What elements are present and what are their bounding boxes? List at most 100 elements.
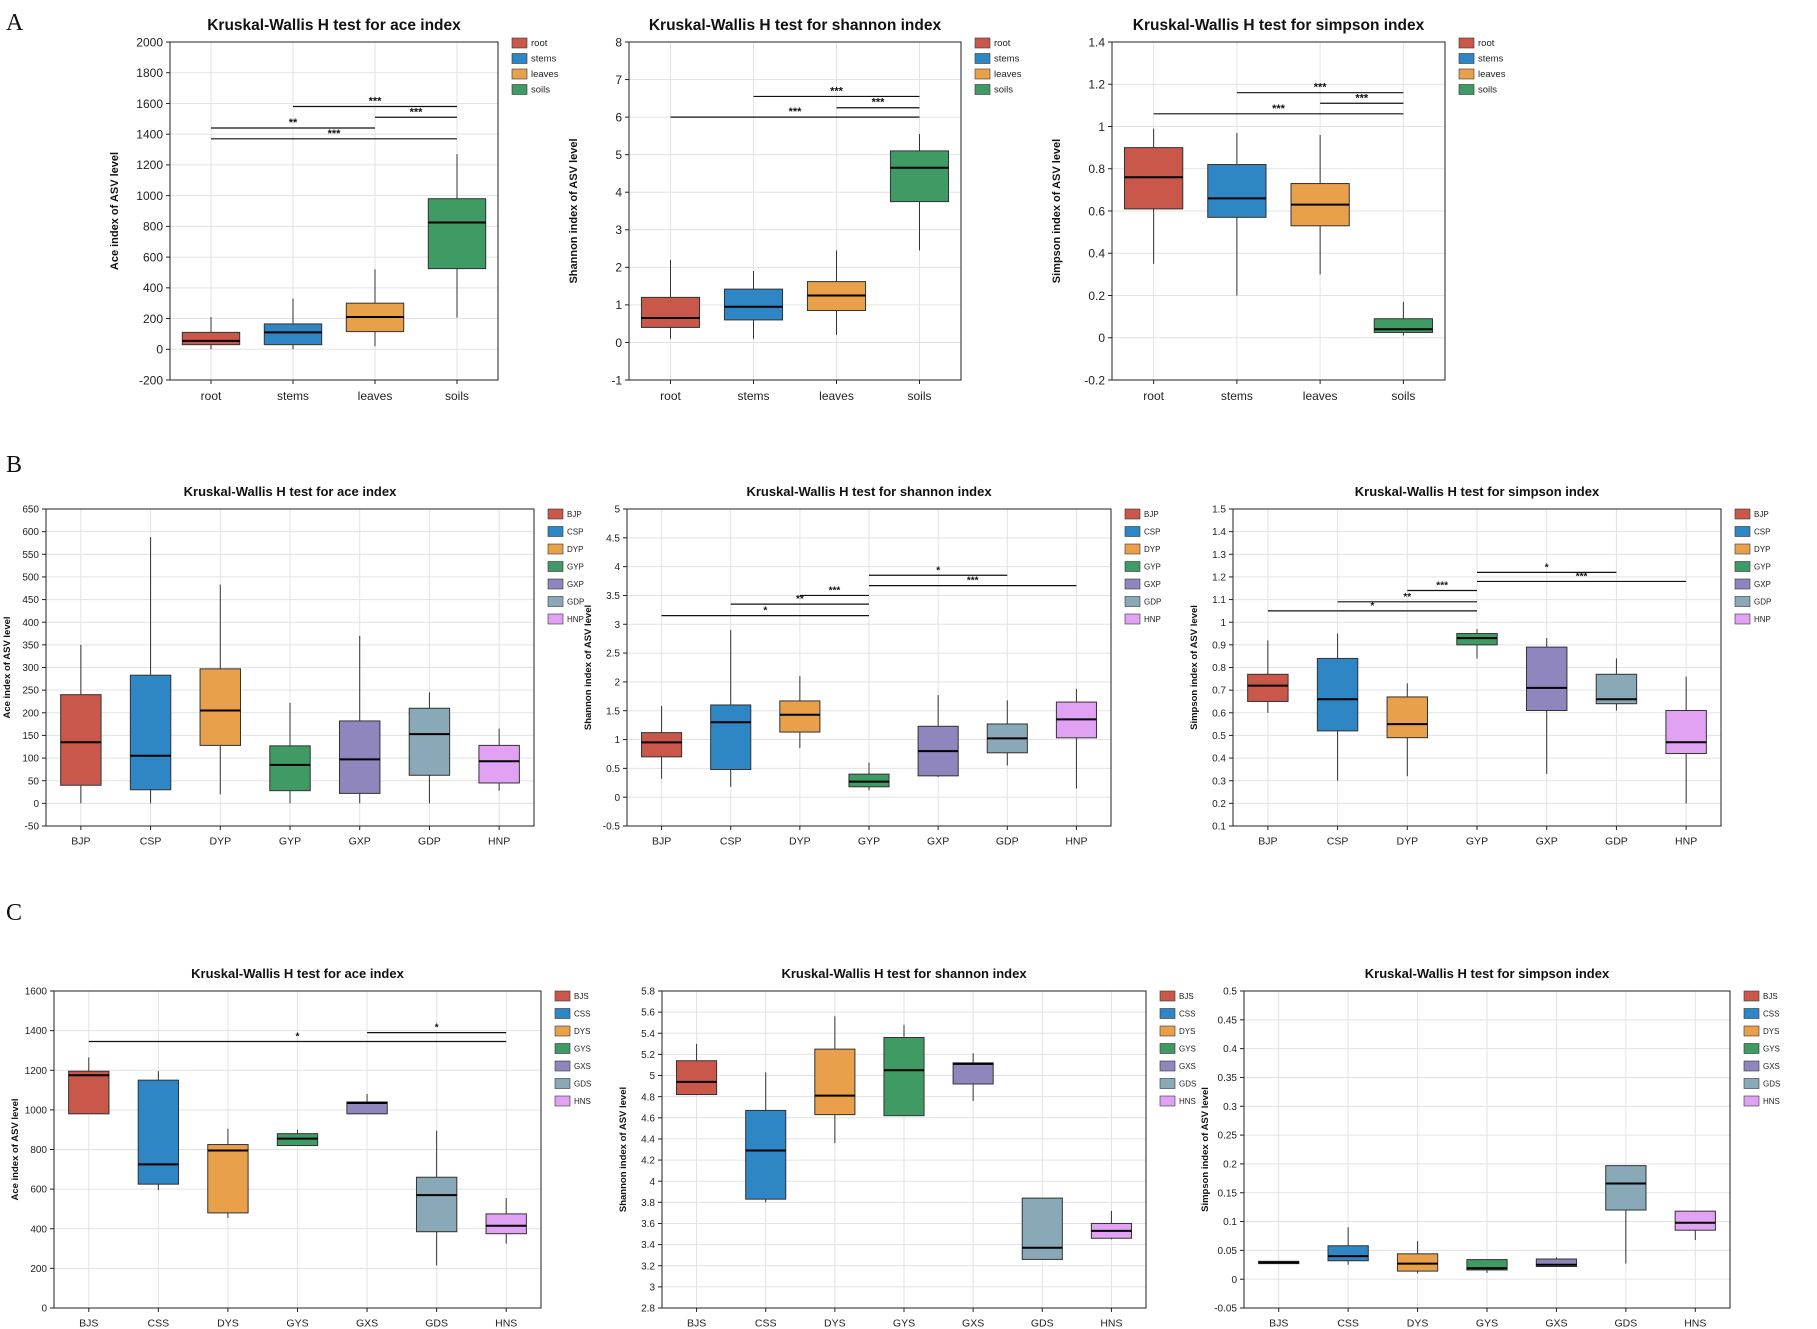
- y-tick-label: 5.8: [641, 987, 655, 998]
- x-tick-label-leaves: leaves: [358, 389, 393, 403]
- box-leaves: [1290, 134, 1350, 275]
- legend-item-csp: CSP: [1734, 526, 1770, 537]
- y-tick-label: 1: [615, 298, 622, 312]
- legend-item-stems: stems: [1458, 53, 1504, 65]
- x-tick-label-css: CSS: [755, 1318, 777, 1329]
- box-iqr: [478, 744, 520, 784]
- y-tick-label: -0.05: [1214, 1304, 1237, 1315]
- legend-swatch: [1734, 543, 1751, 555]
- bracket-label: ***: [872, 97, 886, 109]
- y-tick-label: 1.1: [1212, 595, 1226, 606]
- box-iqr: [1247, 673, 1289, 702]
- legend-label: HNS: [1763, 1097, 1780, 1106]
- x-tick-label-root: root: [660, 389, 681, 403]
- legend-label: BJS: [1179, 992, 1194, 1001]
- legend-swatch: [1734, 526, 1751, 537]
- chart-title: Kruskal-Wallis H test for ace index: [184, 484, 397, 499]
- x-tick-label-gxs: GXS: [356, 1318, 378, 1329]
- y-tick-label: 0.5: [1223, 987, 1237, 998]
- box-iqr: [1396, 1253, 1439, 1272]
- x-tick-label-csp: CSP: [140, 836, 162, 848]
- box-iqr: [641, 732, 683, 758]
- box-iqr: [889, 150, 950, 203]
- legend-swatch: [547, 561, 564, 572]
- y-tick-label: 500: [22, 573, 39, 584]
- legend-label: GDS: [574, 1080, 591, 1089]
- significance-bracket: **: [211, 117, 375, 129]
- box-stems: [263, 298, 323, 350]
- legend-item-bjp: BJP: [547, 508, 582, 520]
- y-tick-label: 3.5: [606, 591, 620, 602]
- y-axis-label: Shannon index of ASV level: [568, 138, 580, 283]
- legend-swatch: [554, 1025, 571, 1037]
- box-iqr: [427, 198, 487, 270]
- legend-item-dyp: DYP: [1734, 543, 1770, 555]
- significance-bracket: ***: [1477, 571, 1687, 582]
- legend-item-dys: DYS: [1743, 1025, 1779, 1037]
- bracket-label: ***: [829, 585, 841, 596]
- y-tick-label: 1.2: [1212, 573, 1226, 584]
- significance-bracket: ***: [753, 85, 920, 97]
- y-tick-label: 0: [1231, 1275, 1237, 1286]
- legend-label: GXP: [1754, 580, 1771, 589]
- box-gds: [415, 1130, 458, 1266]
- legend-label: HNS: [574, 1097, 591, 1106]
- box-csp: [129, 537, 172, 804]
- x-tick-label-hns: HNS: [1100, 1318, 1122, 1329]
- bracket-label: ***: [1272, 103, 1286, 115]
- chart-title: Kruskal-Wallis H test for ace index: [191, 966, 404, 981]
- legend-item-soils: soils: [511, 84, 550, 96]
- y-tick-label: 0: [614, 793, 620, 804]
- y-tick-label: -50: [25, 822, 40, 833]
- box-gys: [276, 1129, 319, 1147]
- bracket-label: ***: [967, 576, 979, 587]
- x-tick-label-gys: GYS: [286, 1318, 308, 1329]
- y-tick-label: 100: [22, 754, 39, 765]
- box-iqr: [1525, 646, 1568, 712]
- y-tick-label: 0.2: [1223, 1160, 1237, 1171]
- legend-item-dyp: DYP: [1124, 543, 1160, 555]
- legend-label: stems: [1478, 54, 1504, 65]
- y-tick-label: 450: [22, 595, 39, 606]
- y-tick-label: 2: [615, 261, 622, 275]
- y-tick-label: 6: [615, 110, 622, 124]
- legend-swatch: [1159, 1095, 1176, 1107]
- y-tick-label: 5.6: [641, 1008, 655, 1019]
- significance-bracket: ***: [1236, 82, 1404, 94]
- bracket-label: *: [763, 606, 767, 617]
- y-tick-label: -200: [139, 373, 163, 387]
- legend-label: GXP: [567, 580, 584, 589]
- legend-swatch: [1159, 1043, 1176, 1054]
- x-tick-label-leaves: leaves: [819, 389, 854, 403]
- legend-swatch: [547, 508, 564, 520]
- legend-item-gys: GYS: [1159, 1043, 1196, 1054]
- box-root: [181, 317, 241, 350]
- legend-swatch: [1159, 1008, 1176, 1019]
- box-leaves: [806, 250, 867, 335]
- legend-item-leaves: leaves: [511, 68, 559, 80]
- y-tick-label: 0.5: [606, 764, 620, 775]
- legend-label: CSS: [1763, 1010, 1779, 1019]
- bracket-label: *: [296, 1032, 300, 1043]
- legend-item-soils: soils: [974, 84, 1013, 96]
- y-tick-label: 600: [22, 527, 39, 538]
- legend-swatch: [1734, 508, 1751, 520]
- x-tick-label-soils: soils: [445, 389, 469, 403]
- y-tick-label: 3: [649, 1282, 655, 1293]
- box-dys: [814, 1016, 856, 1144]
- y-tick-label: 1000: [25, 1105, 48, 1116]
- x-tick-label-gyp: GYP: [1466, 836, 1488, 848]
- y-tick-label: 0.8: [1088, 162, 1105, 176]
- box-css: [745, 1072, 787, 1203]
- significance-bracket: ***: [670, 106, 920, 118]
- legend-swatch: [1743, 1008, 1760, 1019]
- legend-label: root: [531, 38, 548, 49]
- y-tick-label: -1: [611, 373, 622, 387]
- legend-swatch: [974, 68, 991, 80]
- x-tick-label-gds: GDS: [425, 1318, 448, 1329]
- box-gdp: [1595, 658, 1638, 711]
- legend-swatch: [1743, 1078, 1760, 1089]
- chart-title: Kruskal-Wallis H test for shannon index: [649, 17, 942, 34]
- x-tick-label-hnp: HNP: [1065, 836, 1087, 848]
- legend-label: CSP: [1144, 528, 1160, 537]
